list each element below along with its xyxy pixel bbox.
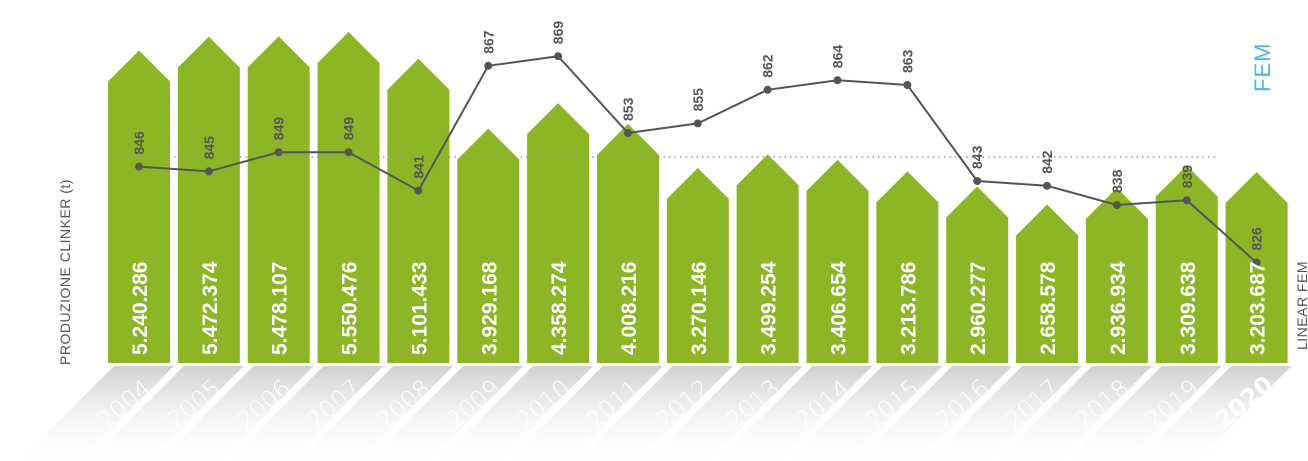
- fem-value-label: 845: [201, 136, 217, 160]
- year-band: [298, 366, 454, 461]
- bar-value-label: 5.550.476: [339, 262, 362, 355]
- fem-point: [1252, 258, 1261, 267]
- bar: [1085, 187, 1148, 363]
- fem-value-label: 853: [620, 97, 636, 121]
- bars: [108, 32, 1288, 364]
- fem-value-label: 864: [830, 45, 846, 69]
- year-band: [717, 366, 873, 461]
- bar: [596, 123, 659, 363]
- fem-value-label: 838: [1109, 169, 1125, 193]
- fem-value-label: 842: [1039, 150, 1055, 174]
- fem-value-label: 839: [1179, 165, 1195, 189]
- year-band: [368, 366, 524, 461]
- bar: [1225, 171, 1288, 363]
- fem-point: [1112, 201, 1121, 209]
- year-band: [577, 366, 733, 461]
- fem-value-label: 843: [969, 145, 985, 169]
- fem-value-label: 826: [1249, 227, 1265, 251]
- fem-point: [135, 162, 143, 171]
- fem-value-label: 867: [480, 30, 496, 54]
- fem-line-series: [135, 52, 1261, 267]
- fem-point: [623, 129, 632, 137]
- bar: [317, 32, 380, 363]
- bar: [1016, 204, 1079, 363]
- fem-point: [554, 52, 563, 61]
- fem-value-label: 849: [341, 117, 357, 141]
- fem-point: [414, 186, 423, 195]
- bar-value-label: 4.358.274: [548, 261, 571, 355]
- year-band: [996, 366, 1152, 461]
- bar: [247, 36, 310, 364]
- bar-value-label: 3.929.168: [478, 261, 501, 355]
- bar: [387, 58, 450, 363]
- fem-axis-label: FEM: [1250, 43, 1275, 92]
- fem-value-labels: 846 845 849 849 841 867 869 853 855 862 864 863 843 8…: [131, 21, 1265, 251]
- year-band: [19, 366, 174, 461]
- bar: [876, 171, 939, 363]
- fem-value-label: 841: [410, 155, 426, 179]
- bar-value-label: 2.658.578: [1037, 261, 1060, 355]
- bar-value-label: 3.270.146: [688, 262, 711, 355]
- y-axis-left-label: PRODUZIONE CLINKER (t): [57, 179, 73, 365]
- fem-point: [763, 85, 772, 94]
- bar-value-label: 5.240.286: [129, 262, 152, 355]
- bar-value-label: 5.472.374: [199, 261, 222, 355]
- fem-point: [274, 148, 283, 157]
- bar: [666, 167, 729, 363]
- bar: [946, 186, 1009, 363]
- bar-value-label: 3.499.254: [758, 261, 781, 355]
- bar-value-label: 3.213.786: [897, 262, 920, 355]
- bar-value-labels: 5.240.286 5.472.374 5.478.107 5.550.476 5.10…: [129, 261, 1270, 355]
- year-band: [158, 366, 314, 461]
- fem-point: [1043, 181, 1052, 190]
- fem-value-label: 862: [760, 54, 776, 78]
- year-bands: [19, 366, 1292, 461]
- reference-line-label: LINEAR FEM: [1294, 261, 1308, 350]
- fem-value-label: 846: [131, 131, 147, 155]
- bar-value-label: 3.406.654: [828, 261, 851, 355]
- fem-point: [693, 119, 702, 128]
- fem-point: [484, 61, 493, 70]
- fem-point: [903, 81, 912, 89]
- bar-value-label: 5.101.433: [408, 262, 431, 355]
- year-band: [857, 366, 1013, 461]
- fem-value-label: 849: [271, 117, 287, 141]
- bar-value-label: 3.309.638: [1177, 261, 1200, 355]
- year-band: [1136, 366, 1292, 461]
- bar-value-label: 4.008.216: [618, 262, 641, 355]
- year-band: [507, 366, 663, 461]
- bar: [177, 36, 240, 363]
- fem-point: [833, 76, 842, 85]
- fem-point: [973, 177, 982, 185]
- bar-value-label: 2.936.934: [1107, 261, 1130, 355]
- bar-value-label: 3.203.687: [1247, 262, 1270, 355]
- bar-value-label: 5.478.107: [269, 262, 292, 355]
- year-band: [787, 366, 943, 461]
- fem-value-label: 863: [899, 49, 915, 73]
- year-band: [88, 366, 244, 461]
- year-band: [647, 366, 803, 461]
- year-band: [927, 366, 1083, 461]
- year-band: [1066, 366, 1222, 461]
- bar-value-label: 2.960.277: [967, 262, 990, 355]
- fem-value-label: 869: [550, 21, 566, 45]
- year-band: [228, 366, 384, 461]
- bar: [527, 103, 590, 363]
- fem-point: [344, 148, 353, 157]
- fem-value-label: 855: [690, 88, 706, 112]
- bar: [806, 159, 869, 363]
- bar: [457, 128, 520, 363]
- year-band: [438, 366, 594, 461]
- fem-point: [1182, 196, 1191, 205]
- fem-point: [204, 167, 213, 176]
- bar: [108, 50, 170, 363]
- bar: [736, 154, 799, 363]
